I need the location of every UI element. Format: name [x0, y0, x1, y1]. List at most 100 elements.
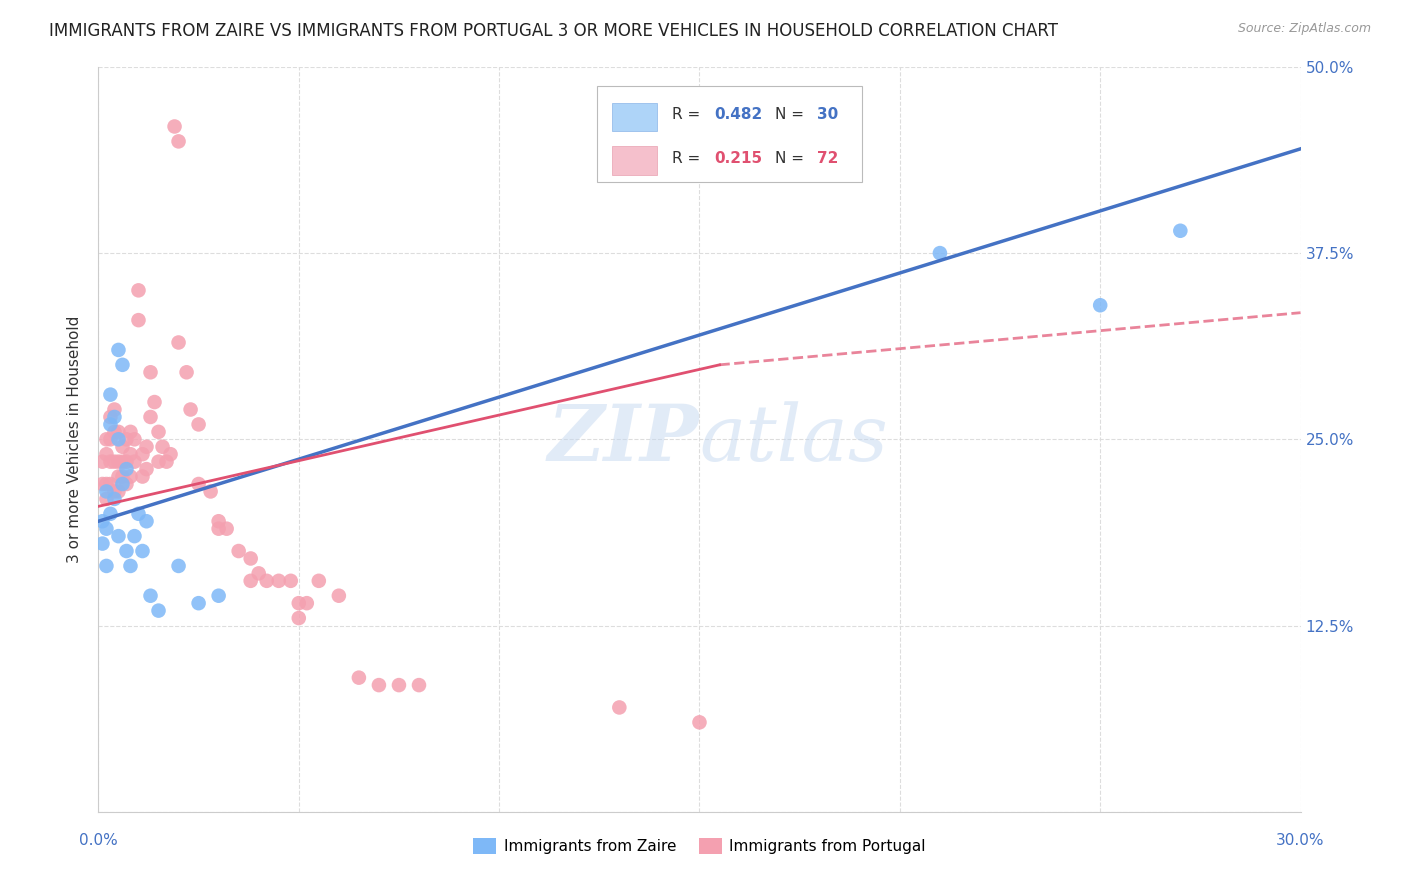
Point — [124, 529, 146, 543]
Point — [280, 574, 302, 588]
Point — [929, 246, 952, 260]
Text: IMMIGRANTS FROM ZAIRE VS IMMIGRANTS FROM PORTUGAL 3 OR MORE VEHICLES IN HOUSEHOL: IMMIGRANTS FROM ZAIRE VS IMMIGRANTS FROM… — [49, 22, 1059, 40]
Text: 0.482: 0.482 — [714, 107, 762, 122]
Point — [200, 484, 222, 499]
Point — [288, 611, 311, 625]
Legend: Immigrants from Zaire, Immigrants from Portugal: Immigrants from Zaire, Immigrants from P… — [467, 831, 932, 860]
FancyBboxPatch shape — [612, 146, 658, 175]
Text: 30.0%: 30.0% — [1277, 832, 1324, 847]
Point — [180, 402, 202, 417]
Point — [128, 284, 150, 298]
Point — [215, 522, 238, 536]
Point — [120, 447, 142, 461]
Point — [208, 514, 231, 528]
Point — [256, 574, 278, 588]
Point — [176, 365, 198, 379]
Point — [91, 477, 114, 491]
Point — [124, 433, 146, 447]
Point — [208, 522, 231, 536]
Text: N =: N = — [775, 107, 808, 122]
Point — [96, 558, 118, 573]
Point — [308, 574, 330, 588]
Point — [167, 558, 190, 573]
Point — [187, 596, 209, 610]
Point — [107, 484, 129, 499]
Point — [103, 491, 125, 506]
Point — [139, 365, 162, 379]
FancyBboxPatch shape — [612, 103, 658, 131]
Point — [239, 574, 262, 588]
Point — [91, 514, 114, 528]
Point — [107, 425, 129, 439]
Point — [247, 566, 270, 581]
Point — [328, 589, 350, 603]
Point — [148, 455, 170, 469]
Point — [91, 536, 114, 550]
Point — [124, 455, 146, 469]
Text: 0.0%: 0.0% — [79, 832, 118, 847]
Point — [187, 417, 209, 432]
Point — [295, 596, 318, 610]
Point — [103, 409, 125, 424]
Point — [239, 551, 262, 566]
Text: 0.215: 0.215 — [714, 151, 762, 166]
Text: ZIP: ZIP — [548, 401, 699, 477]
Point — [107, 455, 129, 469]
Text: 30: 30 — [817, 107, 838, 122]
Point — [152, 440, 174, 454]
Point — [100, 409, 122, 424]
Point — [267, 574, 290, 588]
Point — [388, 678, 411, 692]
Point — [103, 484, 125, 499]
Point — [96, 522, 118, 536]
Point — [96, 484, 118, 499]
Point — [131, 469, 153, 483]
Point — [100, 455, 122, 469]
Text: Source: ZipAtlas.com: Source: ZipAtlas.com — [1237, 22, 1371, 36]
Point — [96, 433, 118, 447]
Point — [143, 395, 166, 409]
Point — [609, 700, 631, 714]
Point — [163, 120, 186, 134]
Point — [208, 589, 231, 603]
Point — [111, 358, 134, 372]
Point — [100, 507, 122, 521]
Point — [131, 544, 153, 558]
Point — [347, 671, 370, 685]
Point — [115, 462, 138, 476]
Point — [100, 387, 122, 401]
Point — [139, 409, 162, 424]
Point — [167, 134, 190, 148]
Point — [135, 514, 157, 528]
Point — [103, 455, 125, 469]
Point — [111, 469, 134, 483]
Point — [155, 455, 177, 469]
Point — [91, 455, 114, 469]
Point — [128, 507, 150, 521]
Point — [111, 477, 134, 491]
Point — [103, 402, 125, 417]
Text: atlas: atlas — [699, 401, 889, 477]
Point — [107, 433, 129, 447]
Point — [408, 678, 430, 692]
Point — [96, 491, 118, 506]
Point — [135, 462, 157, 476]
Text: 72: 72 — [817, 151, 838, 166]
Point — [159, 447, 181, 461]
Point — [139, 589, 162, 603]
Point — [115, 544, 138, 558]
Point — [107, 469, 129, 483]
Point — [96, 477, 118, 491]
Point — [120, 469, 142, 483]
Point — [148, 604, 170, 618]
Point — [368, 678, 391, 692]
Text: R =: R = — [672, 107, 704, 122]
Point — [187, 477, 209, 491]
Point — [115, 455, 138, 469]
Point — [131, 447, 153, 461]
Point — [107, 343, 129, 357]
Point — [107, 529, 129, 543]
Point — [100, 417, 122, 432]
FancyBboxPatch shape — [598, 86, 862, 182]
Point — [100, 433, 122, 447]
